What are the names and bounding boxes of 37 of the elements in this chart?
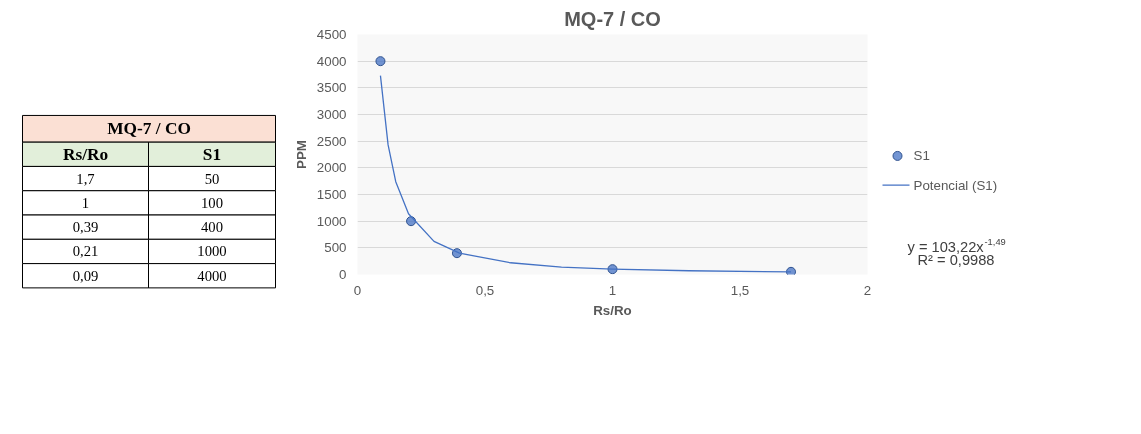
category-label: 1,7 <box>76 170 95 187</box>
series-label: S1 <box>202 144 222 164</box>
y-tick-label: 4500 <box>316 27 347 42</box>
data-label: 100 <box>201 194 223 211</box>
data-label: 4000 <box>197 267 227 284</box>
point <box>375 56 386 67</box>
legend-label: Potencial (S1) <box>913 177 998 193</box>
x-tick-label: 1,5 <box>730 282 750 298</box>
y-tick-label: 0 <box>339 267 347 282</box>
y-tick-label: 1000 <box>316 213 347 229</box>
x-tick-label: 0 <box>353 282 362 298</box>
legend-label: S1 <box>913 148 930 164</box>
y-tick-label: 3500 <box>316 80 347 96</box>
y-tick-label: 1500 <box>316 187 347 202</box>
y-tick-label: 2500 <box>316 133 347 149</box>
category-label: 0,09 <box>72 267 99 284</box>
y-tick-label: 2000 <box>316 160 347 176</box>
data-label: 400 <box>201 219 223 236</box>
x-tick-label: 0,5 <box>475 282 495 298</box>
y-tick-label: 4000 <box>316 53 347 69</box>
y-tick-label: 3000 <box>316 107 347 122</box>
point <box>786 266 796 275</box>
text: Rs/Ro <box>62 144 109 164</box>
text: MQ-7 / CO <box>107 119 191 139</box>
x-tick-label: 1 <box>608 282 617 298</box>
category-label: 1 <box>81 194 90 211</box>
data-label: 50 <box>204 170 220 187</box>
x-tick-label: 2 <box>863 282 872 298</box>
point <box>406 216 417 227</box>
category-label: 0,21 <box>72 243 99 260</box>
x-axis-title: Rs/Ro <box>593 302 632 318</box>
point <box>451 248 462 259</box>
y-axis-title: PPM <box>293 140 309 169</box>
y-tick-label: 500 <box>324 240 347 256</box>
data-label: 1000 <box>197 243 227 260</box>
chart-title: MQ-7 / CO <box>564 7 661 30</box>
category-label: 0,39 <box>72 219 99 236</box>
